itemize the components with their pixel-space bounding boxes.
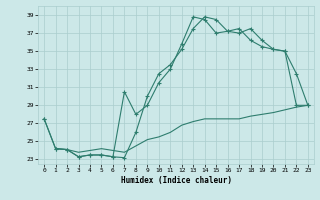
X-axis label: Humidex (Indice chaleur): Humidex (Indice chaleur) bbox=[121, 176, 231, 185]
